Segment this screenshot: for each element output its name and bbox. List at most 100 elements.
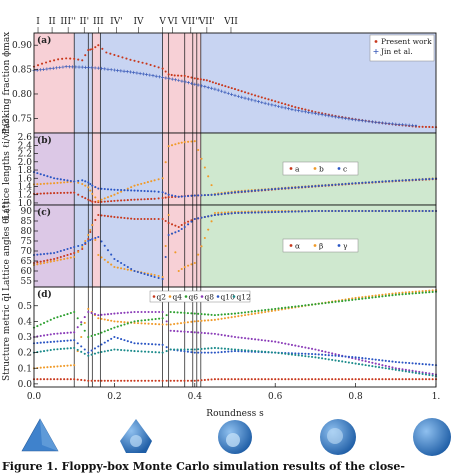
data-point	[334, 354, 337, 357]
data-point	[418, 178, 421, 181]
data-point	[230, 87, 233, 90]
data-point	[161, 67, 164, 70]
y-axis-label: Lattice lengths ℓi/v1/3	[2, 118, 12, 219]
data-point	[424, 125, 428, 128]
data-point	[310, 111, 314, 115]
data-point	[344, 209, 347, 213]
data-point	[250, 93, 253, 96]
data-point	[331, 378, 334, 381]
data-point	[247, 211, 250, 214]
data-point	[59, 340, 62, 343]
data-point	[103, 244, 106, 247]
data-point	[186, 348, 189, 351]
data-point	[59, 255, 62, 259]
data-point	[414, 370, 417, 373]
data-point	[157, 276, 160, 280]
data-point	[81, 245, 84, 249]
data-point	[431, 209, 434, 213]
data-point	[183, 265, 186, 269]
data-point	[264, 310, 267, 314]
data-point	[357, 181, 361, 185]
data-point	[351, 356, 354, 359]
data-point	[61, 65, 65, 69]
data-point	[113, 320, 116, 323]
data-point	[100, 379, 103, 382]
data-point	[70, 65, 75, 69]
data-point	[100, 343, 103, 346]
data-point	[199, 84, 204, 88]
data-point	[357, 363, 361, 366]
data-point	[401, 368, 404, 371]
legend-marker	[216, 295, 220, 298]
data-point	[158, 379, 161, 382]
data-point	[276, 104, 281, 109]
data-point	[113, 193, 116, 196]
data-point	[146, 190, 149, 193]
data-point	[193, 194, 196, 197]
data-point	[421, 378, 424, 381]
data-point	[431, 363, 434, 366]
data-point	[267, 378, 270, 381]
data-point	[230, 191, 233, 194]
data-point	[59, 258, 62, 261]
data-point	[165, 320, 168, 323]
data-point	[290, 378, 294, 381]
data-point	[81, 179, 84, 182]
data-point	[59, 365, 62, 368]
y-axis-label: Packing fraction ϕmax	[2, 32, 12, 135]
phase-region	[34, 205, 75, 287]
data-point	[180, 141, 183, 144]
data-point	[53, 365, 56, 368]
data-point	[103, 258, 106, 261]
phase-label: III''	[60, 17, 76, 27]
data-point	[49, 318, 52, 321]
data-point	[110, 194, 113, 197]
data-point	[130, 189, 133, 192]
data-point	[398, 361, 401, 364]
data-point	[300, 345, 304, 348]
data-point	[190, 351, 193, 354]
data-point	[294, 352, 297, 355]
data-point	[411, 178, 414, 181]
data-point	[210, 193, 213, 196]
data-point	[63, 248, 66, 252]
data-point	[120, 379, 123, 382]
data-point	[237, 89, 240, 92]
data-point	[300, 109, 304, 113]
data-point	[59, 249, 62, 253]
data-point	[46, 192, 49, 195]
data-point	[170, 144, 174, 147]
data-point	[424, 291, 428, 294]
phase-labels: I II III'' II' III IV' IV V VI VII''VII' VII	[36, 17, 238, 33]
data-point	[367, 378, 371, 381]
data-point	[130, 311, 133, 314]
data-point	[103, 318, 106, 321]
data-point	[83, 348, 86, 351]
data-point	[404, 361, 407, 364]
data-point	[284, 103, 287, 106]
data-point	[317, 349, 320, 352]
data-point	[179, 311, 183, 314]
data-point	[217, 211, 220, 214]
data-point	[80, 323, 83, 326]
data-point	[76, 378, 79, 381]
data-point	[73, 339, 76, 342]
data-point	[110, 200, 113, 203]
data-point	[254, 211, 257, 214]
data-point	[247, 337, 250, 340]
data-point	[76, 348, 79, 351]
data-point	[90, 334, 93, 338]
data-point	[176, 379, 179, 382]
data-point	[317, 302, 320, 305]
data-point	[183, 74, 186, 77]
data-point	[147, 350, 150, 353]
data-point	[344, 182, 347, 185]
data-point	[344, 360, 347, 364]
data-point	[273, 104, 277, 108]
data-point	[408, 361, 411, 365]
data-point	[93, 333, 97, 336]
data-point	[94, 186, 97, 189]
data-point	[230, 92, 234, 96]
data-point	[180, 74, 183, 77]
data-point	[176, 311, 179, 314]
